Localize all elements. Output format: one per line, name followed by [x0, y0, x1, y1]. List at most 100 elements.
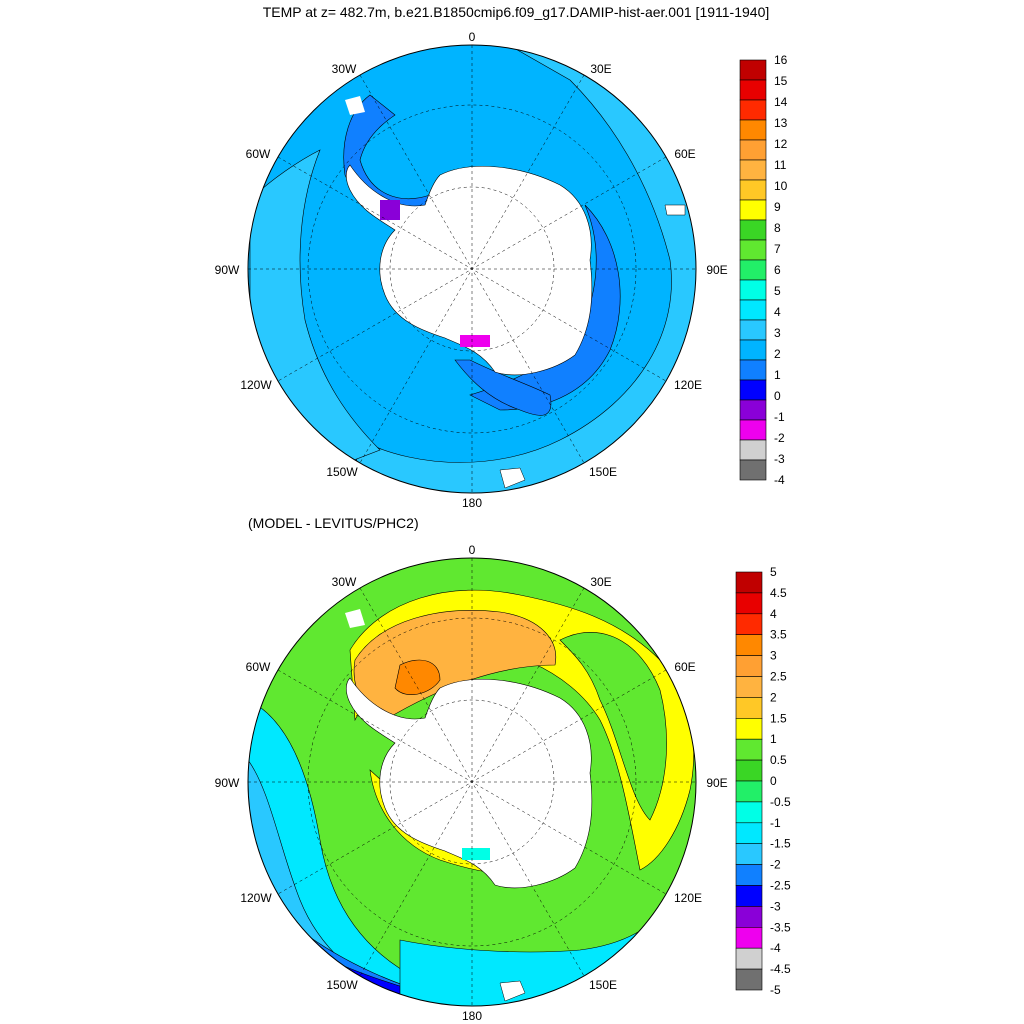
colorbar-swatch	[739, 99, 767, 121]
colorbar-tick-label: 2	[774, 347, 781, 361]
colorbar-tick-label: 3	[770, 649, 777, 663]
colorbar-swatch	[739, 239, 767, 261]
colorbar-swatch	[735, 697, 763, 719]
colorbar-swatch	[739, 339, 767, 361]
colorbar-swatch	[739, 399, 767, 421]
panel2-lon-30w: 30W	[332, 575, 357, 589]
panel1-lon-150w: 150W	[326, 465, 358, 479]
panel1-antarctica	[345, 164, 593, 376]
colorbar-tick-label: 14	[774, 95, 788, 109]
colorbar-tick-label: 3.5	[770, 628, 787, 642]
panel2-green-east	[559, 632, 667, 821]
colorbar-tick-label: 3	[774, 326, 781, 340]
colorbar-tick-label: -1	[770, 816, 781, 830]
colorbar-tick-label: 0	[770, 774, 777, 788]
panel1-title: TEMP at z= 482.7m, b.e21.B1850cmip6.f09_…	[263, 4, 770, 20]
panel2-lon-180: 180	[462, 1009, 482, 1023]
colorbar-tick-label: 2	[770, 690, 777, 704]
colorbar-swatch	[735, 738, 763, 761]
colorbar-swatch	[735, 906, 763, 928]
panel2-lon-90e: 90E	[706, 776, 727, 790]
colorbar-swatch	[739, 359, 767, 381]
colorbar-tick-label: 5	[770, 565, 777, 579]
colorbar-tick-label: 4	[774, 305, 781, 319]
panel1-band-1-2-ross	[454, 359, 552, 416]
colorbar-swatch	[735, 926, 763, 949]
colorbar-swatch	[735, 968, 763, 991]
colorbar-swatch	[739, 139, 767, 161]
panel2-lon-labels: 0 30E 60E 90E 120E 150E 180 150W 120W 90…	[215, 543, 728, 1023]
colorbar-tick-label: -2	[774, 431, 785, 445]
colorbar-tick-label: 12	[774, 137, 788, 151]
panel1-lon-120w: 120W	[240, 378, 272, 392]
panel1-lon-150e: 150E	[589, 465, 617, 479]
panel2-lon-30e: 30E	[590, 575, 611, 589]
colorbar-swatch	[735, 822, 763, 844]
panel2-lon-0: 0	[469, 543, 476, 557]
colorbar-swatch	[739, 219, 767, 241]
colorbar-tick-label: 1	[770, 732, 777, 746]
colorbar-swatch	[735, 759, 763, 782]
panel1-map	[247, 44, 697, 494]
colorbar-swatch	[735, 885, 763, 907]
colorbar-tick-label: -3.5	[770, 920, 791, 934]
panel1-lon-0: 0	[469, 30, 476, 44]
panel1-lon-90w: 90W	[215, 263, 240, 277]
panel2-lon-60w: 60W	[246, 660, 271, 674]
colorbar-tick-label: 0	[774, 389, 781, 403]
panel2-lon-150w: 150W	[326, 978, 358, 992]
colorbar-swatch	[739, 79, 767, 101]
colorbar-swatch	[739, 299, 767, 321]
panel2-lon-90w: 90W	[215, 776, 240, 790]
colorbar-swatch	[735, 676, 763, 698]
colorbar-tick-label: 15	[774, 74, 788, 88]
colorbar-tick-label: -4	[770, 941, 781, 955]
colorbar-tick-label: 5	[774, 284, 781, 298]
colorbar-swatch	[739, 319, 767, 341]
colorbar-swatch	[735, 613, 763, 635]
panel2-lon-120e: 120E	[674, 891, 702, 905]
colorbar-tick-label: 11	[774, 158, 787, 172]
panel2-antarctica	[345, 677, 593, 889]
panel2-colorbar: 5 4.5 4 3.5 3 2.5 2 1.5 1 0.5 0 -0.5 -1 -1.5 -2 -2.5 -3 -…	[735, 565, 791, 997]
panel2-title: (MODEL - LEVITUS/PHC2)	[248, 515, 419, 531]
colorbar-swatch	[735, 655, 763, 677]
colorbar-tick-label: -4	[774, 473, 785, 487]
colorbar-tick-label: 16	[774, 53, 788, 67]
colorbar-swatch	[739, 419, 767, 441]
colorbar-tick-label: 10	[774, 179, 788, 193]
colorbar-tick-label: 4.5	[770, 586, 787, 600]
colorbar-swatch	[735, 592, 763, 615]
colorbar-swatch	[735, 801, 763, 824]
colorbar-swatch	[735, 843, 763, 865]
colorbar-swatch	[735, 947, 763, 970]
colorbar-swatch	[739, 459, 767, 481]
colorbar-swatch	[735, 571, 763, 594]
colorbar-tick-label: 0.5	[770, 753, 787, 767]
colorbar-tick-label: 9	[774, 200, 781, 214]
colorbar-tick-label: -2.5	[770, 879, 791, 893]
panel2-lon-60e: 60E	[674, 660, 695, 674]
panel2-lon-150e: 150E	[589, 978, 617, 992]
colorbar-tick-label: -2	[770, 858, 781, 872]
panel1-lon-60e: 60E	[674, 147, 695, 161]
colorbar-swatch	[735, 634, 763, 656]
colorbar-swatch	[739, 59, 767, 81]
colorbar-tick-label: -3	[774, 452, 785, 466]
panel1-lon-60w: 60W	[246, 147, 271, 161]
colorbar-tick-label: -1.5	[770, 837, 791, 851]
panel1-lon-180: 180	[462, 496, 482, 510]
colorbar-swatch	[735, 864, 763, 886]
colorbar-tick-label: -1	[774, 410, 785, 424]
panel1-lon-labels: 0 30E 60E 90E 120E 150E 180 150W 120W 90…	[215, 30, 728, 510]
colorbar-swatch	[739, 379, 767, 401]
panel1-lon-120e: 120E	[674, 378, 702, 392]
panel2-orange-spot	[394, 659, 441, 695]
colorbar-swatch	[739, 439, 767, 461]
colorbar-swatch	[739, 159, 767, 181]
colorbar-tick-label: 2.5	[770, 670, 787, 684]
colorbar-tick-label: -3	[770, 899, 781, 913]
colorbar-swatch	[735, 780, 763, 803]
colorbar-tick-label: -5	[770, 983, 781, 997]
